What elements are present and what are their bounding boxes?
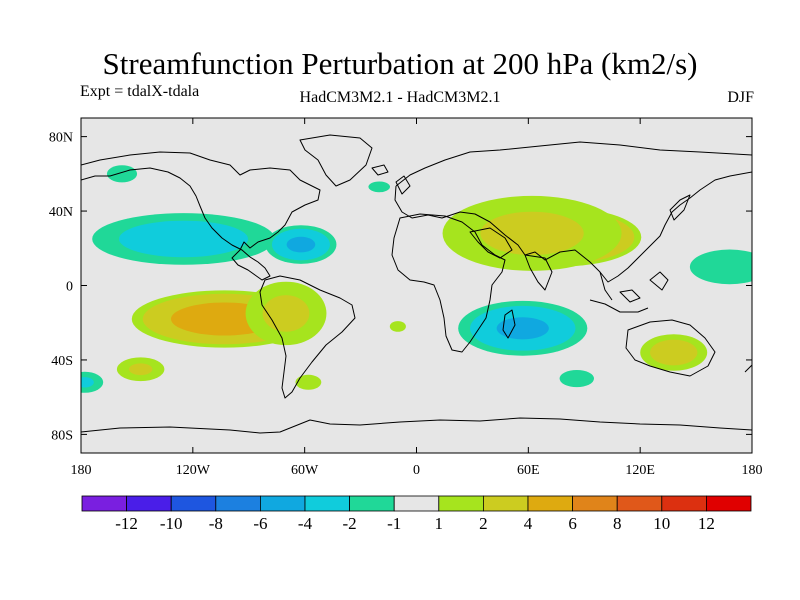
anomaly-gulf-low xyxy=(265,225,337,264)
colorbar-label: 6 xyxy=(568,514,577,533)
y-tick-label: 40S xyxy=(51,354,73,369)
anomaly-north-atlantic-low xyxy=(368,181,390,193)
contour-level-2 xyxy=(480,211,584,256)
anomaly-south-indian-low xyxy=(559,369,595,388)
colorbar-swatch xyxy=(126,495,172,512)
contour-level--4 xyxy=(286,236,316,253)
colorbar-swatch xyxy=(393,495,440,512)
colorbar-label: -2 xyxy=(343,514,357,533)
colorbar-label: 4 xyxy=(524,514,533,533)
x-tick-label: 0 xyxy=(413,463,420,478)
map-background xyxy=(81,118,752,453)
colorbar-swatch xyxy=(572,495,618,512)
colorbar-label: -6 xyxy=(253,514,267,533)
colorbar-swatch xyxy=(482,495,529,512)
colorbar-swatch xyxy=(215,495,261,512)
anomaly-indian-ocean-low xyxy=(458,300,588,356)
contour-level--1 xyxy=(689,249,752,285)
anomaly-southwest-pacific-high xyxy=(116,357,165,382)
anomaly-north-america-low xyxy=(106,165,138,183)
colorbar-swatch xyxy=(304,495,350,512)
colorbar-label: 10 xyxy=(653,514,670,533)
y-tick-label: 80S xyxy=(51,428,73,443)
colorbar-label: -12 xyxy=(115,514,138,533)
contour-level-2 xyxy=(650,339,698,366)
colorbar-swatch xyxy=(349,495,395,512)
anomaly-field xyxy=(81,118,752,453)
colorbar-label: 2 xyxy=(479,514,488,533)
contour-level--2 xyxy=(118,220,249,258)
contour-level-1 xyxy=(389,321,406,332)
colorbar-swatch xyxy=(81,495,127,512)
colorbar-swatch xyxy=(706,495,752,512)
y-tick-label: 40N xyxy=(49,205,73,220)
contour-level--1 xyxy=(106,165,138,183)
colorbar-swatch xyxy=(259,495,306,512)
anomaly-south-america-high xyxy=(245,281,327,346)
anomaly-asia-broad-ridge xyxy=(442,195,622,271)
map-axes: 180 120W 60W 0 60E 120E 180 80N 40N 0 40S 80S xyxy=(49,118,763,478)
contour-level-2 xyxy=(128,363,153,376)
x-tick-label: 60W xyxy=(291,463,319,478)
x-tick-label: 180 xyxy=(742,463,763,478)
coastlines xyxy=(81,134,752,434)
x-tick-label: 60E xyxy=(517,463,540,478)
map-title: Streamfunction Perturbation at 200 hPa (… xyxy=(102,46,698,81)
colorbar-swatch xyxy=(170,495,217,512)
contour-level--1 xyxy=(368,181,390,193)
colorbar-label: -4 xyxy=(298,514,313,533)
y-tick-label: 0 xyxy=(66,280,73,295)
colorbar-label: 1 xyxy=(435,514,444,533)
contour-level-2 xyxy=(262,295,310,332)
colorbar-label: -8 xyxy=(209,514,223,533)
colorbar-label: 8 xyxy=(613,514,622,533)
x-tick-label: 180 xyxy=(71,463,92,478)
colorbar-label: -1 xyxy=(387,514,401,533)
contour-level-1 xyxy=(295,374,322,390)
model-label: HadCM3M2.1 - HadCM3M2.1 xyxy=(299,89,501,106)
colorbar-swatch xyxy=(527,495,573,512)
contour-level--1 xyxy=(559,369,595,388)
anomaly-atlantic-ridge xyxy=(389,321,406,332)
anomaly-east-pacific-low xyxy=(689,249,752,285)
colorbar-label: -10 xyxy=(160,514,183,533)
x-tick-label: 120E xyxy=(625,463,655,478)
anomaly-far-southwest-low xyxy=(81,371,104,393)
contour-level--2 xyxy=(81,377,94,388)
season-label: DJF xyxy=(727,89,754,106)
x-tick-label: 120W xyxy=(176,463,211,478)
colorbar-swatch xyxy=(616,495,663,512)
colorbar-label: 12 xyxy=(698,514,715,533)
anomaly-north-pacific-low xyxy=(92,213,275,265)
colorbar: -12 -10 -8 -6 -4 -2 -1 1 2 4 6 8 10 12 xyxy=(81,495,752,533)
experiment-label: Expt = tdalX-tdala xyxy=(80,83,200,100)
colorbar-swatch xyxy=(661,495,707,512)
anomaly-south-atlantic-high xyxy=(295,374,322,390)
anomaly-australia-high xyxy=(640,334,708,371)
y-tick-label: 80N xyxy=(49,131,73,146)
colorbar-swatch xyxy=(438,495,484,512)
